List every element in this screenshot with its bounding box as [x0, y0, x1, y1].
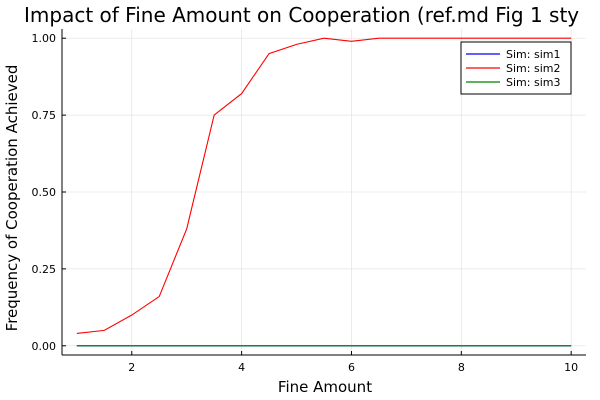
legend-label: Sim: sim2: [506, 62, 560, 75]
x-tick-label: 2: [128, 361, 135, 374]
legend-label: Sim: sim3: [506, 76, 560, 89]
x-tick-label: 10: [564, 361, 578, 374]
y-axis-title: Frequency of Cooperation Achieved: [3, 65, 21, 332]
x-axis-title: Fine Amount: [278, 378, 372, 396]
y-tick-label: 0.50: [32, 186, 57, 199]
y-tick-label: 0.00: [32, 340, 57, 353]
legend-label: Sim: sim1: [506, 48, 560, 61]
y-tick-label: 0.75: [32, 109, 57, 122]
series-lines: [76, 37, 572, 347]
y-tick-label: 1.00: [32, 32, 57, 45]
x-tick-label: 6: [348, 361, 355, 374]
x-tick-label: 4: [238, 361, 245, 374]
chart-title: Impact of Fine Amount on Cooperation (re…: [24, 3, 579, 27]
series-line-2: [76, 37, 572, 335]
axes: 2 4 6 8 10 0.00 0.25 0.50 0.75 1.00: [32, 29, 586, 374]
x-tick-label: 8: [458, 361, 465, 374]
y-tick-label: 0.25: [32, 263, 57, 276]
